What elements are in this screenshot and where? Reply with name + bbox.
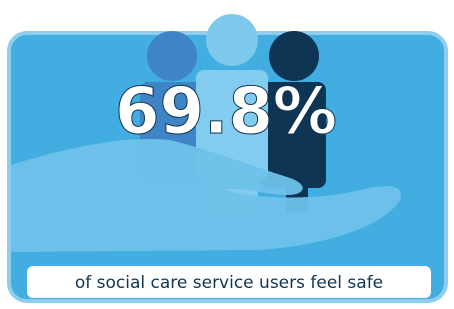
infographic: 69.8% of social care service users feel … — [0, 0, 454, 309]
page: 69.8% of social care service users feel … — [0, 0, 454, 309]
caption: of social care service users feel safe — [75, 273, 383, 293]
stat: 69.8% — [115, 75, 337, 149]
